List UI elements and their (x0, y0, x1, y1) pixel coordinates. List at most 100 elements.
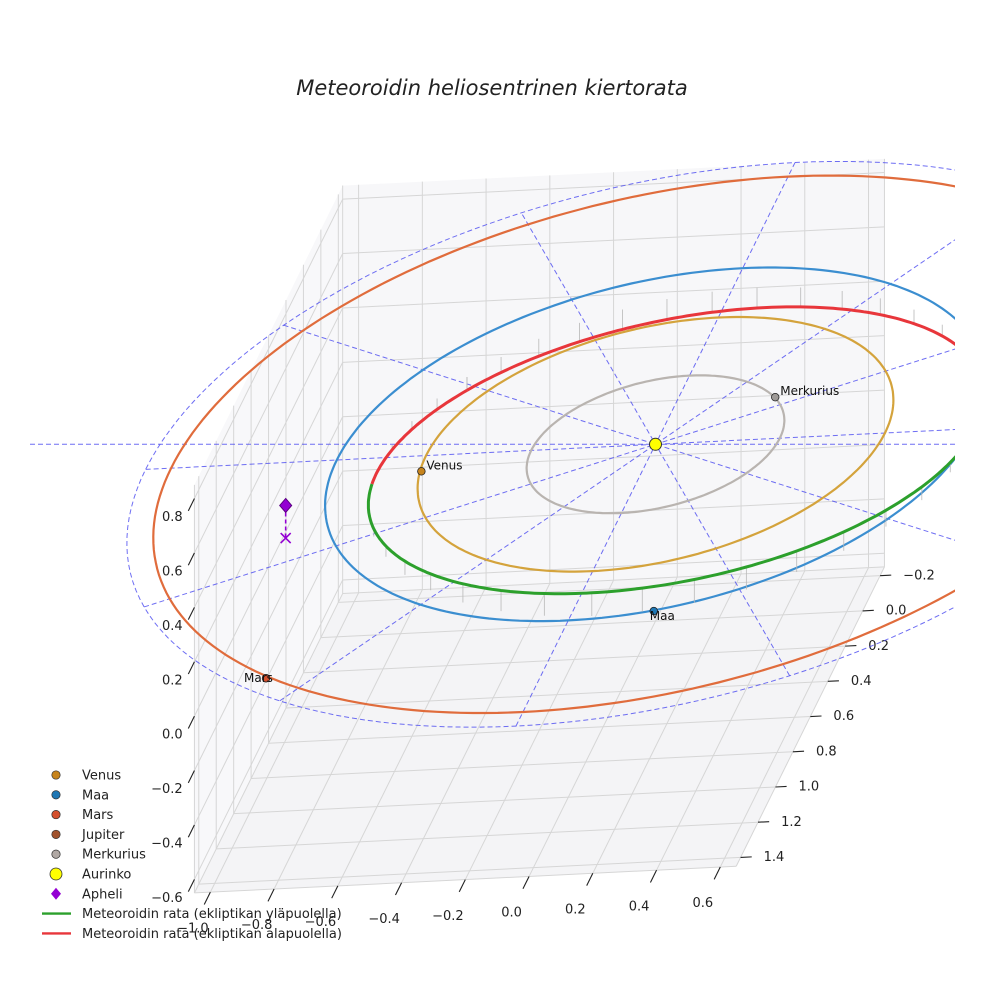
y-tick-label: 1.2 (781, 815, 802, 830)
legend-label: Merkurius (82, 848, 146, 863)
grid-line (342, 280, 885, 309)
legend-marker (51, 849, 61, 859)
planet-marker (771, 392, 780, 402)
legend-marker (49, 867, 63, 881)
y-tick-mark (757, 821, 770, 823)
z-tick-mark (187, 661, 195, 675)
x-tick-mark (522, 876, 530, 890)
legend-marker (51, 770, 61, 780)
y-tick-mark (880, 574, 892, 577)
legend-item: Merkurius (51, 848, 146, 863)
y-tick-label: 0.6 (833, 709, 854, 724)
orbit-venus (416, 315, 895, 573)
legend-label: Mars (82, 808, 114, 823)
grid-line (303, 645, 846, 674)
meteoroid-orbit-below (370, 389, 468, 485)
z-tick-label: 0.0 (162, 728, 183, 743)
ecliptic-ref-spoke (145, 429, 955, 470)
grid-line (193, 579, 344, 880)
z-tick-label: 0.2 (162, 673, 183, 688)
x-tick-mark (458, 879, 466, 893)
legend: Venus Maa Mars Jupiter Merkurius Aurinko Aphel… (42, 769, 342, 942)
axes-box: −1.0 −0.8 −0.6 −0.4 −0.2 0.0 0.2 0.4 0.6 −0.2 0.0 0… (151, 158, 935, 936)
x-tick-label: 0.2 (565, 903, 586, 918)
legend-item: Maa (51, 788, 109, 803)
orbit-group (152, 174, 955, 715)
meteoroid-orbit-above (366, 455, 955, 596)
x-tick-label: −0.4 (368, 912, 400, 927)
z-tick-label: −0.6 (151, 891, 183, 906)
x-tick-label: −0.6 (305, 915, 337, 930)
legend-item: Aurinko (49, 867, 131, 883)
grid-line (342, 335, 885, 363)
x-tick-label: 0.4 (629, 899, 650, 914)
pane-edge (342, 566, 885, 595)
grid-line (320, 610, 863, 639)
ecliptic-ref-spoke (283, 324, 955, 541)
legend-item: Meteoroidin rata (ekliptikan yläpuolella… (42, 907, 342, 922)
y-tick-mark (740, 856, 752, 858)
legend-label: Maa (82, 788, 109, 803)
grid-line (251, 751, 793, 779)
z-tick-mark (187, 879, 195, 892)
x-tick-mark (331, 885, 339, 899)
legend-item: Apheli (51, 887, 123, 902)
x-tick-label: −1.0 (177, 921, 209, 936)
legend-label: Apheli (82, 887, 123, 902)
planet-marker (649, 606, 658, 616)
grid-line (198, 856, 741, 885)
orbit-maa (323, 266, 955, 623)
y-tick-mark (845, 645, 857, 647)
meteoroid-orbit-below (466, 305, 955, 392)
legend-label: Venus (82, 769, 121, 784)
y-tick-label: 1.4 (764, 850, 785, 865)
x-tick-label: 0.0 (501, 906, 522, 921)
planet-label: Maa (650, 609, 675, 623)
pane-edge (193, 593, 344, 894)
x-tick-mark (267, 888, 275, 902)
y-tick-mark (862, 609, 874, 612)
y-tick-label: 0.0 (886, 604, 907, 619)
z-tick-label: 0.4 (162, 619, 183, 634)
legend-marker (51, 810, 61, 820)
y-tick-mark (827, 680, 839, 682)
legend-item: Mars (51, 808, 114, 823)
y-tick-label: 0.8 (816, 744, 837, 759)
aphelion-projection-marker (280, 532, 292, 544)
ecliptic-ref-circle (126, 161, 955, 728)
grid-line (268, 716, 811, 744)
legend-label: Meteoroidin rata (ekliptikan alapuolella… (82, 927, 342, 942)
y-tick-label: −0.2 (903, 568, 935, 583)
grid-line (216, 821, 759, 850)
planet-label: Mars (244, 671, 273, 685)
planet-marker (417, 467, 426, 476)
marker-group: Venus Maa Mars Merkurius (244, 384, 839, 685)
legend-marker (51, 790, 61, 800)
grid-line (342, 226, 885, 255)
aphelion-marker (279, 497, 293, 514)
legend-item: Jupiter (51, 828, 125, 843)
legend-label: Jupiter (81, 828, 125, 843)
legend-label: Meteoroidin rata (ekliptikan yläpuolella… (82, 907, 342, 922)
legend-item: Meteoroidin rata (ekliptikan alapuolella… (42, 927, 342, 942)
planet-label: Merkurius (780, 384, 839, 398)
grid-line (193, 307, 344, 608)
planet-label: Venus (426, 458, 462, 472)
z-tick-label: −0.4 (151, 837, 183, 852)
pane-edge (194, 865, 737, 894)
y-tick-label: 0.2 (868, 639, 889, 654)
y-tick-mark (810, 715, 822, 718)
x-tick-mark (713, 866, 721, 880)
x-tick-label: 0.6 (692, 896, 713, 911)
x-tick-label: −0.8 (241, 918, 273, 933)
y-tick-mark (775, 785, 787, 788)
y-tick-mark (792, 750, 805, 753)
legend-label: Aurinko (82, 868, 131, 883)
x-tick-mark (649, 869, 658, 883)
z-tick-label: 0.6 (162, 565, 183, 580)
legend-item: Venus (51, 769, 121, 784)
legend-marker (51, 829, 61, 839)
orbit-mars (152, 174, 955, 715)
z-tick-label: 0.8 (162, 510, 183, 525)
